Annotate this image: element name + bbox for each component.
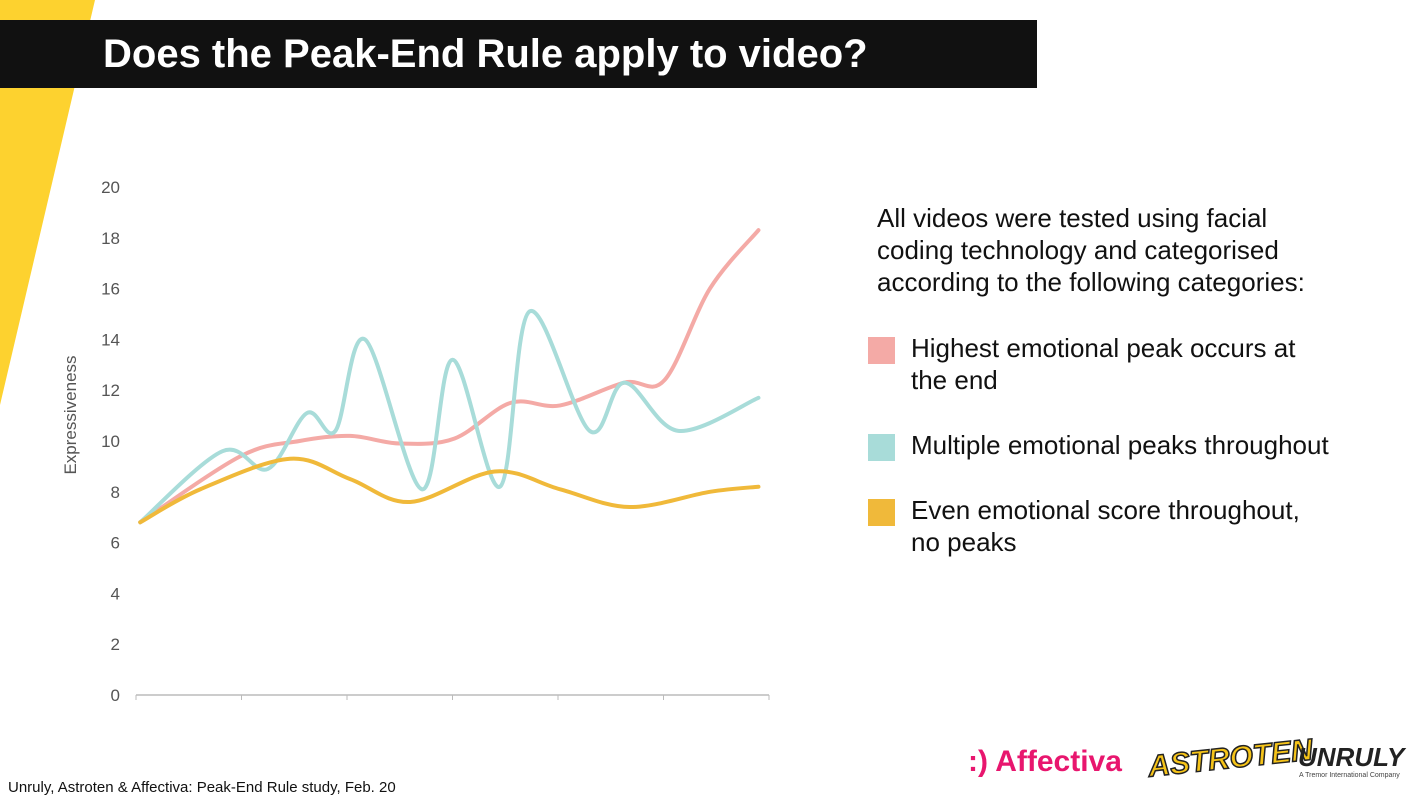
y-tick-label: 10 — [101, 432, 120, 451]
y-tick-label: 4 — [111, 584, 120, 603]
decor-stripe — [0, 0, 95, 405]
y-tick-label: 8 — [111, 483, 120, 502]
legend-label: Multiple emotional peaks throughout — [911, 430, 1329, 460]
legend-swatch — [868, 499, 895, 526]
legend-swatch — [868, 434, 895, 461]
y-tick-label: 2 — [111, 635, 120, 654]
source: Unruly, Astroten & Affectiva: Peak-End R… — [8, 779, 396, 796]
legend-item: Even emotional score throughout, no peak… — [868, 494, 1338, 558]
legend-item: Highest emotional peak occurs at the end — [868, 332, 1338, 396]
logo-unruly: UNRULY — [1298, 742, 1405, 772]
logo-affectiva: :) Affectiva — [968, 745, 1122, 778]
y-axis-label: Expressiveness — [61, 355, 80, 474]
intro-text: All videos were tested using facial codi… — [877, 203, 1305, 297]
legend: Highest emotional peak occurs at the end… — [868, 332, 1338, 591]
y-tick-label: 6 — [111, 534, 120, 553]
series-line — [138, 456, 761, 525]
y-tick-label: 12 — [101, 381, 120, 400]
y-tick-label: 16 — [101, 280, 120, 299]
y-tick-label: 0 — [111, 686, 120, 705]
series-line — [138, 309, 761, 525]
y-tick-label: 20 — [101, 178, 120, 197]
legend-label: Highest emotional peak occurs at the end — [911, 333, 1296, 395]
logo-tagline: A Tremor International Company — [1299, 772, 1400, 779]
legend-item: Multiple emotional peaks throughout — [868, 429, 1338, 461]
slide-title: Does the Peak-End Rule apply to video? — [0, 20, 1037, 88]
y-tick-label: 14 — [101, 330, 120, 349]
legend-swatch — [868, 337, 895, 364]
legend-label: Even emotional score throughout, no peak… — [911, 495, 1300, 557]
y-tick-label: 18 — [101, 229, 120, 248]
series-line — [138, 228, 761, 525]
